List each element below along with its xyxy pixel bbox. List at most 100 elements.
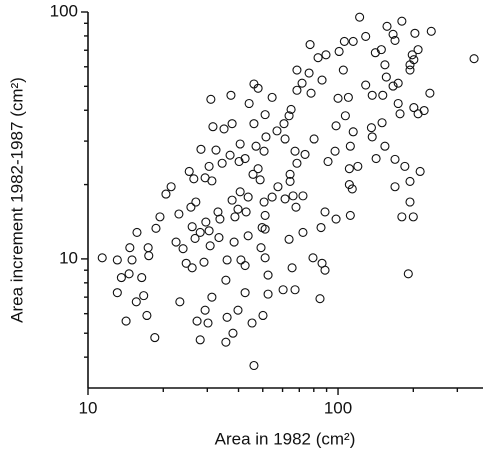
point [388,29,398,39]
point [137,273,147,283]
point [409,103,419,113]
point [261,132,271,142]
point [267,92,277,102]
point [150,333,160,343]
point [292,65,302,75]
point [377,118,387,128]
point [305,40,315,50]
point [221,337,231,347]
point [415,166,425,177]
point [143,243,153,253]
point [367,90,377,100]
point [116,273,126,283]
point [300,149,310,159]
point [251,141,261,151]
point [469,54,479,64]
point [206,94,216,104]
point [207,292,217,302]
point [353,161,363,171]
point [397,16,407,26]
point [338,65,348,75]
point [225,150,235,160]
point [298,227,308,237]
point [348,36,358,46]
point [234,156,244,167]
y-axis-label: Area increment 1982-1987 (cm²) [7,77,26,323]
point [214,233,224,243]
point [290,146,300,156]
point [331,214,341,224]
point [256,243,266,253]
point [184,166,194,177]
point [390,154,400,164]
point [316,222,326,233]
point [161,189,171,199]
point [380,60,390,70]
point [260,110,270,120]
point [288,191,298,201]
point [348,127,358,137]
point [267,192,277,202]
point [181,258,191,268]
point [151,223,161,233]
point [187,222,197,232]
point [378,90,388,100]
point [230,212,240,222]
point [413,45,423,55]
point [278,285,288,295]
point [204,161,214,171]
point [425,88,435,98]
point [247,318,257,328]
point [190,233,200,244]
point [393,78,403,88]
point [174,209,184,219]
point [309,134,319,144]
point [260,224,270,234]
x-tick-label: 100 [324,398,352,417]
point [280,194,290,204]
point [361,80,371,90]
point [240,153,250,164]
point [297,78,307,88]
point [121,316,131,326]
point [333,93,343,103]
point [228,328,238,338]
point [371,153,381,164]
point [233,204,243,214]
point [407,50,417,60]
point [405,60,415,70]
point [213,207,223,217]
point [226,90,236,100]
point [400,161,410,171]
point [195,227,205,237]
point [395,109,405,119]
point [139,291,149,301]
point [217,158,227,168]
point [259,197,269,207]
point [370,48,380,58]
point [345,210,355,220]
point [203,318,213,328]
point [273,182,283,192]
point [236,255,246,265]
y-tick-label: 10 [59,248,78,267]
point [355,12,365,22]
point [408,212,418,222]
point [255,175,265,185]
point [285,169,295,179]
point [330,146,340,156]
point [260,253,270,263]
point [410,28,420,38]
point [280,134,290,144]
point [290,285,300,295]
point [243,231,253,241]
point [112,255,122,265]
point [175,297,185,307]
point [240,288,250,298]
point [308,253,318,263]
point [405,65,415,75]
point [192,316,202,326]
point [200,173,210,183]
point [125,243,135,253]
point [260,210,270,220]
